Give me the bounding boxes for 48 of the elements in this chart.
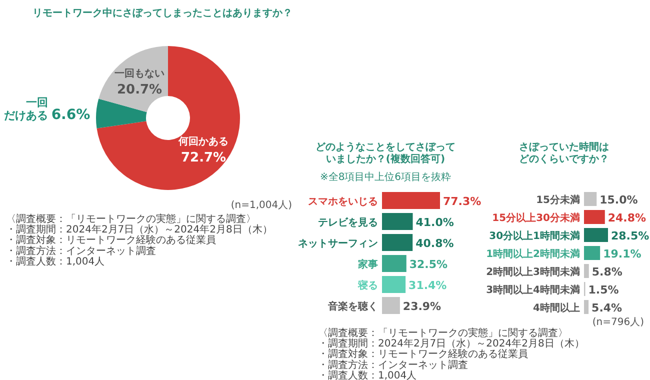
y-tick-label: 15分以上30分未満 <box>492 212 580 224</box>
data-label: 6.6% <box>51 107 90 124</box>
data-label: 77.3% <box>443 195 482 208</box>
chart-subtitle: ※全8項目中上位6項目を抜粋 <box>320 171 452 183</box>
chart-title: さぼっていた時間はどのくらいですか？ <box>519 141 609 165</box>
annotation: (n=796人) <box>592 317 644 328</box>
y-tick-label: 4時間以上 <box>533 302 580 314</box>
data-label: 41.0% <box>416 216 454 229</box>
data-label: 40.8% <box>416 237 454 250</box>
data-label: 19.1% <box>603 248 642 260</box>
data-label: 23.9% <box>402 300 442 313</box>
y-tick-label: 15分未満 <box>536 194 580 206</box>
slice-label: 一回だけある <box>4 96 48 122</box>
text: ・調査人数：1,004人 <box>318 369 417 380</box>
text: 〈調査概要：「リモートワークの実態」に関する調査〉 <box>6 213 256 225</box>
data-label: 31.4% <box>408 279 447 292</box>
text: ・調査対象：リモートワーク経験のある従業員 <box>6 234 216 246</box>
text: ・調査期間：2024年2月7日（水）～2024年2月8日（木） <box>6 224 272 236</box>
data-label: 1.5% <box>588 284 619 296</box>
text: ・調査方法：インターネット調査 <box>6 244 156 257</box>
y-tick-label: 3時間以上4時間未満 <box>486 284 580 296</box>
text: ・調査対象：リモートワーク経験のある従業員 <box>318 348 528 360</box>
text: ・調査期間：2024年2月7日（水）～2024年2月8日（木） <box>318 338 584 350</box>
y-tick-label: 2時間以上3時間未満 <box>486 266 580 278</box>
y-tick-label: ネットサーフィン <box>298 238 378 250</box>
y-tick-label: 家事 <box>357 258 378 270</box>
chart-title: リモートワーク中にさぼってしまったことはありますか？ <box>32 7 292 19</box>
data-label: 72.7% <box>180 150 226 166</box>
data-label: 5.4% <box>592 302 622 314</box>
data-label: 24.8% <box>608 212 646 224</box>
data-label: 20.7% <box>116 82 162 98</box>
chart-title: どのようなことをしてさぼっていましたか？(複数回答可) <box>316 142 456 165</box>
y-tick-label: 音楽を聴く <box>327 300 378 312</box>
slice-label: 何回かある <box>178 136 229 148</box>
y-tick-label: スマホをいじる <box>308 196 378 208</box>
y-tick-label: 1時間以上2時間未満 <box>486 248 580 260</box>
data-label: 28.5% <box>611 230 650 242</box>
data-label: 32.5% <box>409 258 448 271</box>
text: ・調査方法：インターネット調査 <box>318 358 468 371</box>
data-label: 15.0% <box>600 194 638 206</box>
data-label: 5.8% <box>592 266 622 278</box>
y-tick-label: 寝る <box>357 280 378 292</box>
text: 〈調査概要：「リモートワークの実態」に関する調査〉 <box>318 327 568 339</box>
slice-label: 一回もない <box>114 68 165 80</box>
y-tick-label: テレビを見る <box>318 216 378 228</box>
text: (n=1,004人) <box>230 200 292 211</box>
text: ・調査人数：1,004人 <box>6 255 105 268</box>
y-tick-label: 30分以上1時間未満 <box>489 230 580 242</box>
